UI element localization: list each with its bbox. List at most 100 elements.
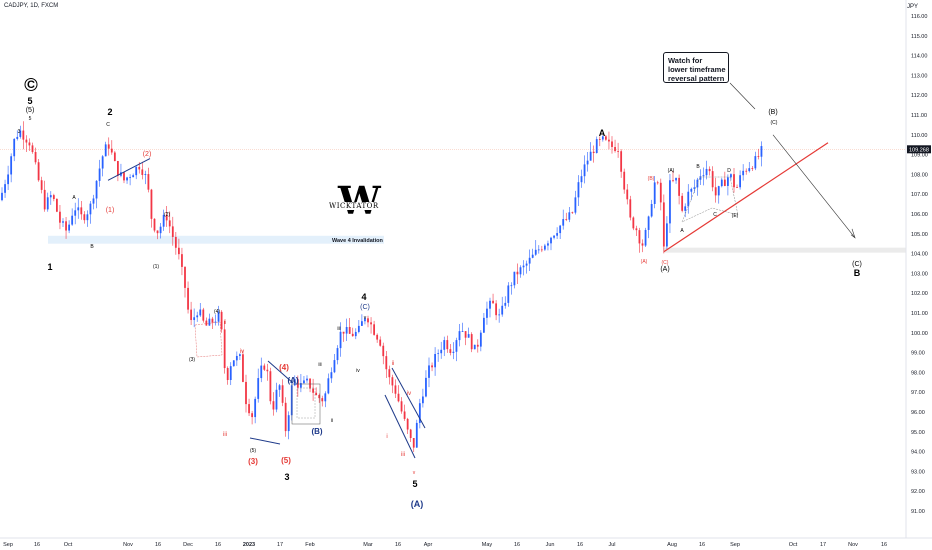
candle-body xyxy=(644,229,647,246)
wedge-line xyxy=(267,360,294,384)
candle-body xyxy=(354,331,357,337)
price-tick: 94.00 xyxy=(911,450,925,456)
price-tick: 104.00 xyxy=(911,252,928,258)
date-tick: Jun xyxy=(546,542,555,548)
candle-body xyxy=(364,318,366,322)
candle-body xyxy=(83,214,86,221)
wave-label: (C) xyxy=(771,120,778,126)
candle-body xyxy=(254,398,257,418)
candle-body xyxy=(647,216,650,230)
candle-body xyxy=(59,211,61,223)
wave-label: (1) xyxy=(153,264,159,270)
candle-body xyxy=(71,215,74,225)
candle-body xyxy=(479,332,482,347)
candle-body xyxy=(650,203,653,217)
candle-body xyxy=(608,139,610,142)
candle-body xyxy=(659,182,662,203)
wave-label: iii xyxy=(401,452,405,458)
candle-body xyxy=(666,223,668,247)
candle-body xyxy=(28,142,31,146)
candle-body xyxy=(547,243,549,246)
date-tick: 16 xyxy=(881,542,887,548)
candle-body xyxy=(181,254,183,267)
wave-label: (3) xyxy=(189,357,195,363)
candle-body xyxy=(681,195,684,211)
zone-label: Wave 4 Invalidation xyxy=(332,238,383,244)
candle-body xyxy=(739,175,741,188)
wave-label: (A) xyxy=(660,266,669,273)
candle-body xyxy=(437,353,440,355)
candle-body xyxy=(379,339,382,346)
candle-body xyxy=(242,354,244,382)
candle-body xyxy=(303,380,305,384)
date-tick: Feb xyxy=(305,542,314,548)
date-tick: Oct xyxy=(64,542,73,548)
candle-body xyxy=(171,226,174,237)
price-tick: 112.00 xyxy=(911,93,927,99)
candle-body xyxy=(391,377,394,386)
wave-label: 5 xyxy=(412,479,417,489)
candle-body xyxy=(513,271,516,286)
candle-body xyxy=(239,354,241,356)
candle-body xyxy=(263,365,266,370)
date-tick: 16 xyxy=(155,542,161,548)
candle-body xyxy=(748,168,751,172)
candle-body xyxy=(208,318,211,326)
price-tick: 93.00 xyxy=(911,469,925,475)
wave-label: C xyxy=(713,212,717,218)
candle-body xyxy=(19,130,22,137)
candle-body xyxy=(104,144,107,157)
candle-body xyxy=(723,179,726,186)
candle-body xyxy=(272,401,275,410)
price-tick: 98.00 xyxy=(911,370,925,376)
candle-body xyxy=(662,202,665,247)
candle-body xyxy=(580,176,583,183)
candle-body xyxy=(315,392,318,396)
candle-body xyxy=(476,344,479,347)
candle-body xyxy=(574,197,577,213)
candle-body xyxy=(452,351,455,353)
candle-body xyxy=(202,309,205,321)
candle-body xyxy=(80,207,83,215)
wave-label: 2 xyxy=(107,107,112,117)
wave-label: iii xyxy=(223,432,227,438)
arrow-head xyxy=(850,228,856,239)
wave-labels: C5(5)531AB2C(2)(1)(1)(2)(4)(3)iviiiii(4)… xyxy=(18,78,862,509)
candle-body xyxy=(266,369,269,372)
candle-body xyxy=(620,151,623,172)
candle-body xyxy=(565,219,568,220)
candle-body xyxy=(736,187,738,189)
candle-body xyxy=(510,285,513,287)
callout-line: Watch for xyxy=(668,56,703,65)
wave-label: 5 xyxy=(27,96,32,106)
candle-body xyxy=(40,180,43,190)
candle-body xyxy=(412,438,415,448)
candle-body xyxy=(205,320,208,326)
wave-label: (3) xyxy=(248,457,258,466)
candle-body xyxy=(678,177,680,196)
candle-body xyxy=(562,219,565,226)
candle-body xyxy=(1,192,3,201)
price-tick: 96.00 xyxy=(911,410,925,416)
candle-body xyxy=(92,198,95,204)
candle-body xyxy=(110,148,113,153)
candle-body xyxy=(251,413,253,418)
candle-body xyxy=(458,331,461,341)
price-tick: 97.00 xyxy=(911,390,925,396)
price-tick: 100.00 xyxy=(911,331,928,337)
date-tick: 2023 xyxy=(243,542,255,548)
wave-label: 3 xyxy=(284,472,289,482)
candle-body xyxy=(467,334,470,338)
wave-label: (2) xyxy=(143,151,152,158)
wave-label: (4) xyxy=(279,363,289,372)
candle-body xyxy=(43,189,46,210)
wave-label: (5) xyxy=(250,448,256,454)
price-tick: 95.00 xyxy=(911,430,925,436)
candle-body xyxy=(245,381,247,405)
trendline xyxy=(663,142,829,253)
candle-body xyxy=(373,324,375,335)
wave-label: i xyxy=(386,434,387,440)
candle-body xyxy=(248,404,250,414)
wave-label: ii xyxy=(331,418,333,424)
